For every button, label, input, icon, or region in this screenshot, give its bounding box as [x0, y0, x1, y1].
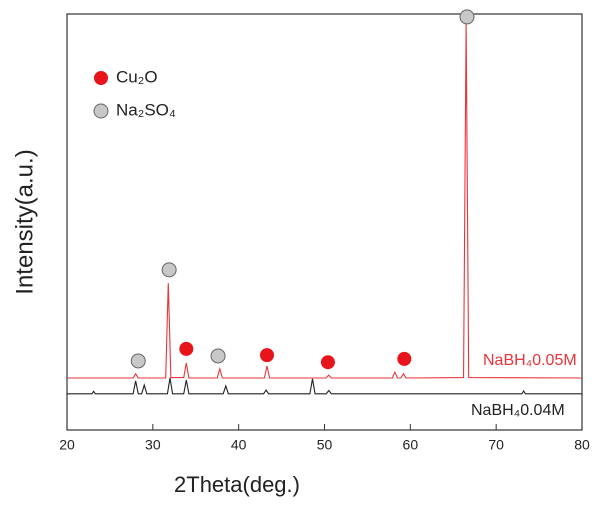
phase-marker [459, 9, 475, 25]
phase-marker [130, 353, 146, 369]
series-line [67, 377, 582, 395]
x-axis-label: 2Theta(deg.) [174, 472, 300, 497]
series-line [67, 22, 583, 379]
legend-marker [93, 103, 109, 119]
phase-marker [210, 348, 226, 364]
phase-marker [259, 348, 274, 363]
x-tick-label: 40 [231, 437, 247, 453]
legend-marker [94, 71, 108, 85]
y-axis-label: Intensity(a.u.) [11, 149, 38, 294]
x-tick-label: 30 [145, 437, 161, 453]
series-label: NaBH₄0.05M [483, 352, 577, 369]
x-tick-label: 60 [403, 437, 419, 453]
legend-label: Cu₂O [116, 67, 158, 86]
x-tick-label: 50 [317, 437, 333, 453]
x-tick-label: 20 [59, 437, 75, 453]
phase-marker [397, 351, 412, 366]
legend-label: Na₂SO₄ [116, 100, 176, 119]
x-tick-label: 80 [574, 437, 590, 453]
phase-marker [179, 341, 194, 356]
phase-marker [161, 262, 177, 278]
series-label: NaBH₄0.04M [471, 402, 565, 419]
x-tick-label: 70 [488, 437, 504, 453]
phase-marker [320, 355, 335, 370]
